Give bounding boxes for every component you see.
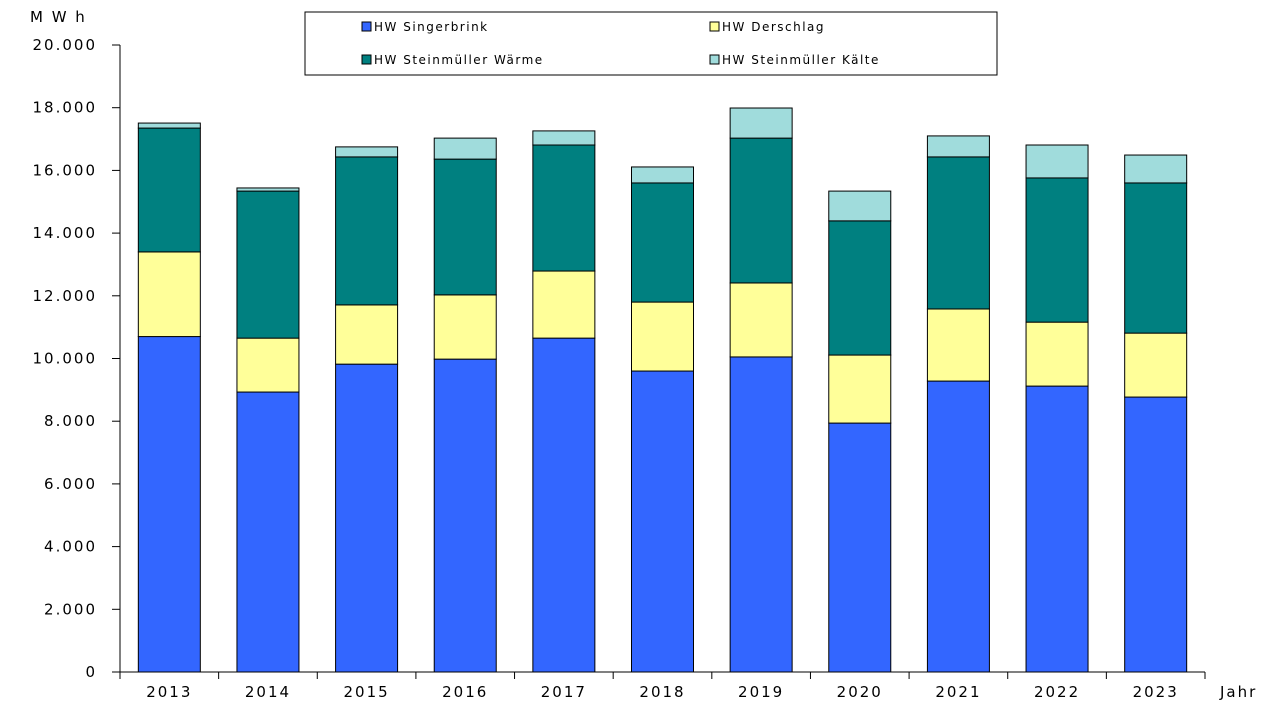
bar-segment <box>1124 154 1188 184</box>
x-tick-label: 2020 <box>837 683 883 701</box>
bar-segment <box>236 391 300 673</box>
bar-segment <box>433 158 497 296</box>
bar-segment <box>236 337 300 393</box>
x-tick-label: 2015 <box>343 683 389 701</box>
bar-segment <box>335 146 399 158</box>
bar-segment <box>137 251 201 338</box>
bar-segment <box>137 122 201 129</box>
legend-swatch <box>361 54 372 65</box>
legend-swatch <box>361 21 372 32</box>
legend-swatch <box>709 54 720 65</box>
x-tick-label: 2016 <box>442 683 488 701</box>
legend-box <box>304 11 998 76</box>
bar-segment <box>335 156 399 306</box>
x-tick-label: 2021 <box>935 683 981 701</box>
bar-segment <box>335 363 399 673</box>
x-tick-label: 2023 <box>1133 683 1179 701</box>
bar-segment <box>828 190 892 222</box>
y-tick-label: 16.000 <box>33 161 98 179</box>
x-tick-label: 2013 <box>146 683 192 701</box>
bar-segment <box>335 304 399 365</box>
y-axis-label: M W h <box>30 8 87 26</box>
x-tick-label: 2018 <box>639 683 685 701</box>
legend: HW Singerbrink HW Derschlag HW Steinmüller… <box>361 20 880 67</box>
bar-segment <box>532 270 596 339</box>
bar-segment <box>1124 332 1188 398</box>
bar-segment <box>729 282 793 358</box>
bar-segment <box>433 358 497 673</box>
x-tick-label: 2019 <box>738 683 784 701</box>
bar-segment <box>631 182 694 303</box>
legend-label: HW Steinmüller Wärme <box>374 53 544 67</box>
bar-segment <box>137 336 201 673</box>
bar-segment <box>532 144 596 272</box>
bar-segment <box>1025 144 1089 179</box>
bar-segment <box>729 356 793 673</box>
y-tick-label: 14.000 <box>33 224 98 242</box>
bar-segment <box>828 354 892 424</box>
legend-label: HW Derschlag <box>722 20 825 34</box>
legend-swatch <box>709 21 720 32</box>
bar-segment <box>236 187 300 192</box>
bar-segment <box>828 220 892 356</box>
y-tick-label: 4.000 <box>44 538 97 556</box>
x-axis-label: Jahr <box>1219 683 1257 701</box>
bar-segment <box>137 127 201 253</box>
y-tick-label: 6.000 <box>44 475 97 493</box>
bar-segment <box>926 380 990 673</box>
bar-segment <box>1124 396 1188 673</box>
bar-segment <box>926 135 990 158</box>
legend-label: HW Steinmüller Kälte <box>722 53 880 67</box>
x-tick-label: 2017 <box>541 683 587 701</box>
bar-segment <box>532 337 596 673</box>
y-tick-label: 12.000 <box>33 287 98 305</box>
y-tick-label: 2.000 <box>44 600 97 618</box>
bar-segment <box>631 166 694 184</box>
legend-label: HW Singerbrink <box>374 20 489 34</box>
bar-segment <box>433 294 497 360</box>
bar-segment <box>729 137 793 284</box>
y-tick-label: 20.000 <box>33 36 98 54</box>
bar-segment <box>433 137 497 160</box>
bar-segment <box>926 308 990 382</box>
bar-segment <box>236 190 300 339</box>
x-tick-label: 2014 <box>245 683 291 701</box>
bar-segment <box>1025 321 1089 387</box>
x-tick-label: 2022 <box>1034 683 1080 701</box>
y-tick-label: 0 <box>85 663 97 681</box>
y-tick-label: 10.000 <box>33 350 98 368</box>
bar-segment <box>1025 177 1089 323</box>
bar-segment <box>532 130 596 146</box>
bar-segment <box>631 370 694 673</box>
bar-segment <box>729 107 793 139</box>
y-tick-label: 8.000 <box>44 412 97 430</box>
bar-segment <box>1025 385 1089 673</box>
bar-segment <box>1124 182 1188 334</box>
bar-segment <box>828 422 892 673</box>
bar-segment <box>926 156 990 310</box>
y-tick-label: 18.000 <box>33 99 98 117</box>
bar-segment <box>631 301 694 372</box>
